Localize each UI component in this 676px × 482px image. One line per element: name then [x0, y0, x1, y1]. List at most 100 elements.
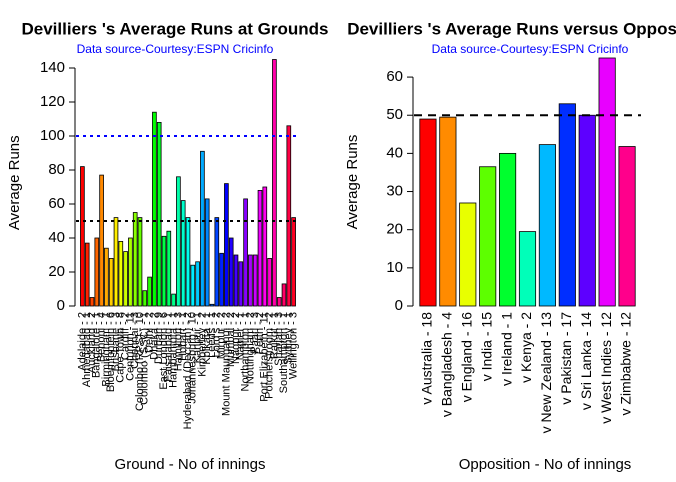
bar [118, 240, 124, 307]
y-tick-label: 140 [40, 59, 65, 76]
x-tick-label: Durban - 9 [153, 312, 165, 364]
x-tick-label: v New Zealand - 13 [538, 312, 554, 434]
bar [291, 217, 296, 307]
bar [228, 237, 234, 307]
bar [538, 144, 556, 307]
x-tick-label: Kimberley - 2 [196, 312, 208, 377]
x-tick-label: East London - 6 [158, 312, 170, 390]
x-tick-label: Delhi - 2 [144, 312, 156, 353]
x-tick-label: Kolkata - 1 [201, 312, 213, 365]
x-tick-label: Northampton - 1 [240, 312, 252, 391]
bar [108, 257, 114, 307]
bar [479, 166, 497, 307]
x-tick-label: v Zimbabwe - 12 [618, 312, 634, 416]
x-tick-label: v Ireland - 1 [498, 312, 514, 386]
x-tick-label: Cardiff - 2 [120, 312, 132, 360]
bar [209, 303, 215, 307]
bar [518, 231, 537, 307]
bar [439, 116, 457, 307]
bar [267, 257, 272, 307]
x-tick-label: v India - 15 [478, 312, 494, 381]
bar [190, 264, 196, 307]
bar [257, 189, 263, 307]
x-tick-label: Southampton - 1 [278, 312, 290, 393]
bar [558, 103, 576, 307]
x-tick-label: v West Indies - 12 [598, 312, 614, 424]
x-tick-label: Chennai - 3 [129, 312, 141, 369]
x-tick-label: v Pakistan - 17 [558, 312, 574, 405]
bar [171, 293, 176, 307]
bar [459, 202, 477, 307]
bar [195, 261, 200, 307]
y-tick-label: 30 [386, 183, 403, 200]
y-tick-label: 120 [40, 93, 65, 110]
bar [499, 152, 517, 307]
x-tick-label: Bangalore - 1 [91, 312, 103, 378]
y-tick-label: 50 [386, 106, 403, 123]
x-tick-label: Johannesburg - 10 [187, 312, 199, 404]
x-tick-label: Kanpur - 1 [192, 312, 204, 363]
bar [147, 276, 152, 307]
bar [214, 217, 220, 307]
x-tick-label: Colombo (RPS) - 10 [134, 312, 146, 411]
x-tick-label: Colombo (SSC) - 1 [139, 312, 151, 405]
bar [94, 237, 100, 307]
x-tick-label: Hobart - 1 [177, 312, 189, 361]
x-tick-label: Ahmedabad - 1 [81, 312, 93, 387]
bar [219, 252, 224, 307]
y-tick-label: 80 [48, 161, 65, 178]
bar [276, 297, 282, 307]
bar [113, 217, 119, 307]
x-tick-label: Paarl - 3 [249, 312, 261, 354]
bar [142, 290, 148, 307]
y-tick-label: 40 [386, 144, 403, 161]
bar [185, 217, 191, 307]
x-axis-label: Ground - No of innings [115, 456, 266, 473]
x-tick-label: Hyderabad (Deccan) - 2 [182, 312, 194, 429]
bar [123, 251, 128, 307]
bar [233, 254, 239, 307]
x-tick-label: Perth - 2 [254, 312, 266, 354]
y-tick-label: 20 [48, 263, 65, 280]
bar [132, 212, 138, 307]
x-tick-label: Adelaide - 2 [76, 312, 88, 371]
x-tick-label: Mount Maunganui - 2 [220, 312, 232, 416]
x-tick-label: Port Elizabeth - 11 [259, 312, 271, 402]
bar [99, 174, 104, 307]
chart-title: Devilliers 's Average Runs versus Opposi… [347, 19, 676, 38]
bar [281, 283, 287, 307]
y-tick-label: 100 [40, 127, 65, 144]
bar [618, 146, 636, 307]
x-tick-label: Rajkot - 1 [268, 312, 280, 359]
bar [262, 186, 268, 307]
bar [252, 254, 258, 307]
bar [238, 261, 244, 307]
x-tick-label: Brisbane - 3 [110, 312, 122, 371]
bar [598, 57, 616, 307]
x-tick-label: Faisalabad - 1 [163, 312, 175, 382]
x-tick-label: Potchefstroom - 2 [264, 312, 276, 399]
x-tick-label: v Australia - 18 [419, 312, 435, 405]
bar [248, 254, 253, 307]
bar [152, 111, 157, 307]
y-tick-label: 60 [386, 68, 403, 85]
chart-subtitle: Data source-Courtesy:ESPN Cricinfo [77, 42, 274, 56]
x-tick-label: Leeds - 1 [206, 312, 218, 358]
x-tick-label: Hambantota - 1 [168, 312, 180, 388]
x-tick-label: v Bangladesh - 4 [439, 312, 455, 417]
x-tick-label: Dhaka - 2 [148, 312, 160, 360]
y-tick-label: 0 [395, 297, 403, 314]
bar [578, 114, 596, 307]
x-tick-label: Centurion - 11 [124, 312, 136, 381]
bar [89, 297, 95, 307]
y-axis-label: Average Runs [344, 135, 361, 230]
bar [128, 237, 133, 307]
x-tick-label: Napier - 1 [235, 312, 247, 360]
x-tick-label: Benoni - 4 [96, 312, 108, 362]
y-tick-label: 10 [386, 259, 403, 276]
bar [180, 200, 186, 307]
x-tick-label: Wellington - 3 [288, 312, 300, 379]
x-tick-label: Cape Town - 8 [115, 312, 127, 383]
chart-title: Devilliers 's Average Runs at Grounds [22, 19, 329, 38]
